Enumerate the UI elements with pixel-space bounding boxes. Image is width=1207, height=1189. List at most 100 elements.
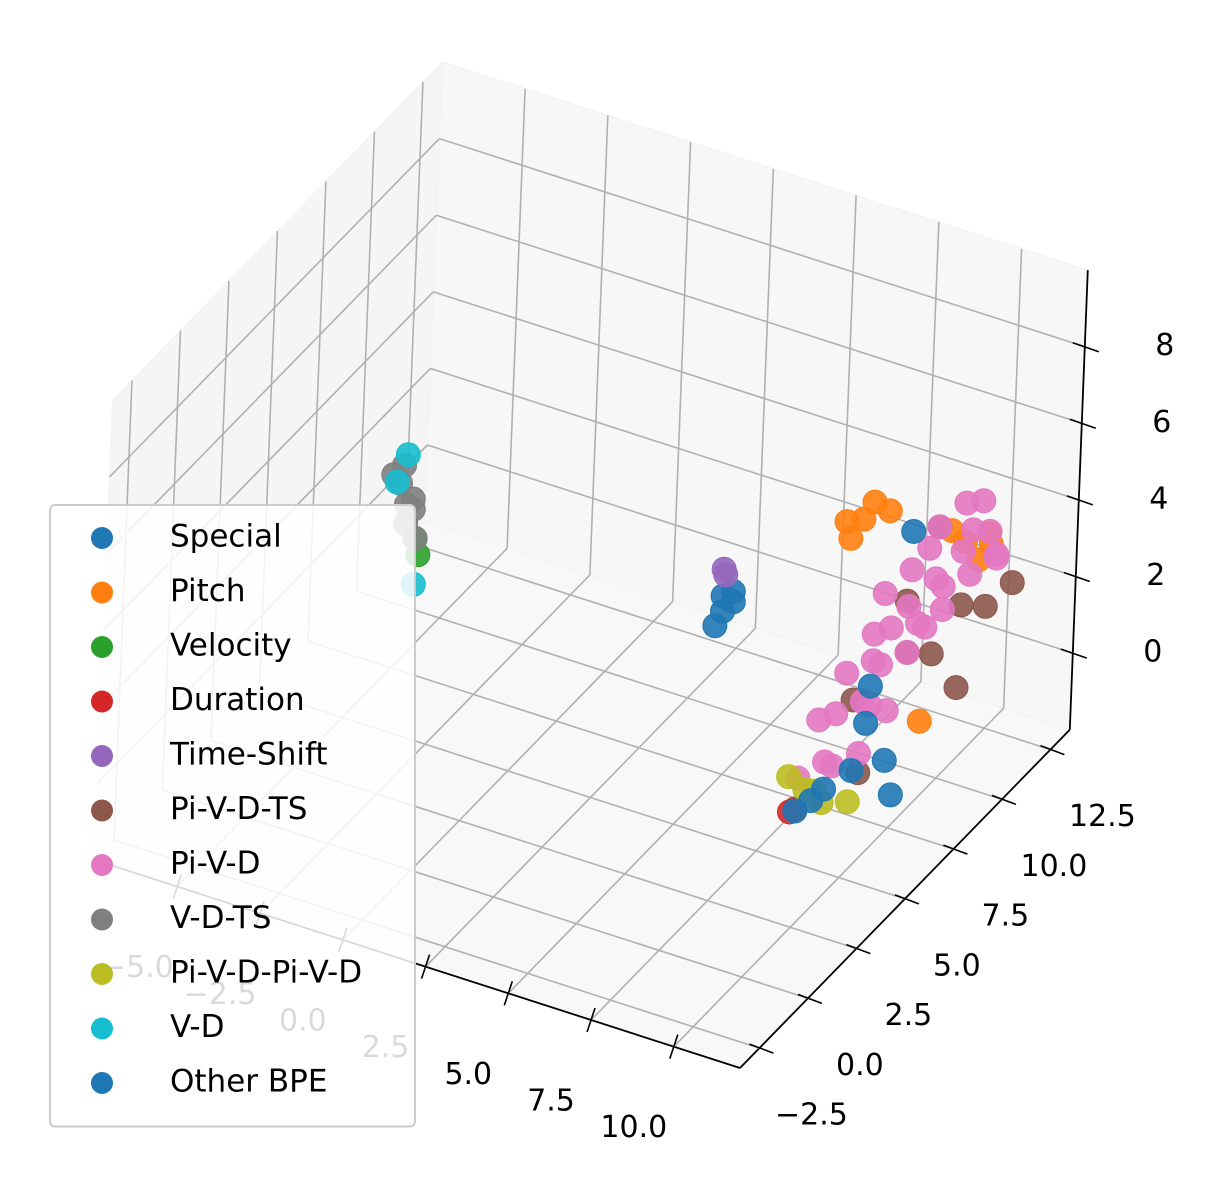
z-tick-label: 0	[1143, 635, 1162, 670]
point	[984, 541, 1010, 567]
point	[929, 596, 955, 622]
legend-marker	[91, 581, 113, 604]
y-tick-label: 5.0	[933, 948, 981, 983]
point	[894, 639, 920, 665]
point	[878, 615, 904, 641]
point	[896, 593, 922, 619]
legend-label: Pi-V-D	[170, 846, 260, 882]
tick-mark	[1060, 648, 1088, 659]
legend-marker	[91, 799, 113, 822]
tick-mark	[420, 954, 431, 979]
grid-line	[108, 138, 440, 478]
point	[999, 570, 1025, 596]
point	[977, 518, 1003, 544]
point	[838, 758, 864, 784]
y-tick-label: 12.5	[1069, 799, 1136, 834]
tick-mark	[503, 981, 514, 1006]
tick-mark	[586, 1007, 596, 1033]
z-tick-label: 6	[1152, 405, 1171, 440]
y-tick-label: 2.5	[885, 998, 933, 1033]
legend-marker	[91, 745, 113, 767]
point	[877, 782, 903, 808]
legend-box	[49, 504, 416, 1128]
point	[972, 593, 998, 619]
legend-marker	[91, 1017, 113, 1040]
z-tick-label: 8	[1155, 328, 1174, 363]
point	[776, 764, 802, 790]
point	[834, 789, 860, 815]
tick-mark	[797, 993, 823, 1005]
grid-line	[436, 214, 1083, 425]
legend-marker	[91, 854, 113, 876]
point	[713, 562, 739, 588]
legend-label: V-D-TS	[170, 900, 271, 936]
y-tick-label: 10.0	[1021, 849, 1088, 884]
legend-label: Velocity	[170, 628, 292, 664]
y-tick-label: 0.0	[836, 1048, 884, 1083]
point	[862, 489, 888, 515]
point	[853, 710, 879, 736]
tick-mark	[846, 943, 871, 955]
y-tick-label: −2.5	[775, 1098, 848, 1133]
legend-marker	[91, 908, 113, 931]
point	[395, 442, 421, 468]
point	[930, 574, 956, 600]
legend-label: Pitch	[170, 573, 245, 609]
legend-label: V-D	[170, 1009, 224, 1045]
point	[912, 614, 938, 640]
legend-label: Duration	[170, 682, 305, 718]
legend-marker	[91, 527, 113, 549]
point	[943, 675, 969, 701]
y-tick-label: 7.5	[982, 899, 1030, 934]
grid-line	[404, 540, 1051, 751]
z-tick-label: 2	[1146, 558, 1165, 593]
tick-mark	[1063, 571, 1091, 583]
point	[971, 488, 997, 514]
point	[873, 698, 899, 724]
point	[871, 747, 897, 773]
point	[823, 701, 849, 727]
tick-mark	[943, 844, 968, 855]
legend-label: Pi-V-D-Pi-V-D	[170, 955, 362, 991]
legend-marker	[91, 1072, 113, 1094]
x-tick-label: 5.0	[444, 1057, 492, 1092]
point	[811, 776, 837, 802]
point	[901, 518, 927, 544]
tick-mark	[669, 1034, 679, 1059]
point	[838, 525, 864, 551]
tick-mark	[1069, 418, 1097, 430]
grid-line	[105, 214, 437, 555]
tick-mark	[894, 894, 920, 905]
legend-marker	[91, 636, 113, 658]
point	[872, 581, 898, 607]
point	[868, 652, 894, 678]
legend-label: Other BPE	[170, 1064, 327, 1100]
tick-mark	[749, 1043, 774, 1054]
point	[957, 561, 983, 587]
legend-label: Special	[170, 519, 282, 555]
grid-line	[439, 137, 1086, 348]
grid-line	[427, 444, 1074, 654]
point	[918, 641, 944, 667]
point	[906, 708, 932, 734]
x-tick-label: 7.5	[527, 1083, 575, 1118]
x-tick-label: 10.0	[600, 1110, 667, 1145]
legend-label: Pi-V-D-TS	[170, 791, 307, 827]
tick-mark	[1040, 744, 1065, 756]
legend-marker	[91, 690, 113, 713]
point	[702, 613, 728, 639]
point	[834, 660, 860, 686]
legend-marker	[91, 963, 113, 985]
tick-mark	[1072, 341, 1100, 353]
point	[950, 538, 976, 564]
point	[899, 557, 925, 583]
tick-mark	[1066, 495, 1094, 506]
tick-mark	[991, 794, 1017, 806]
grid-line	[433, 291, 1080, 501]
point	[927, 514, 953, 540]
point	[384, 469, 410, 495]
point	[857, 673, 883, 699]
point	[917, 535, 943, 561]
